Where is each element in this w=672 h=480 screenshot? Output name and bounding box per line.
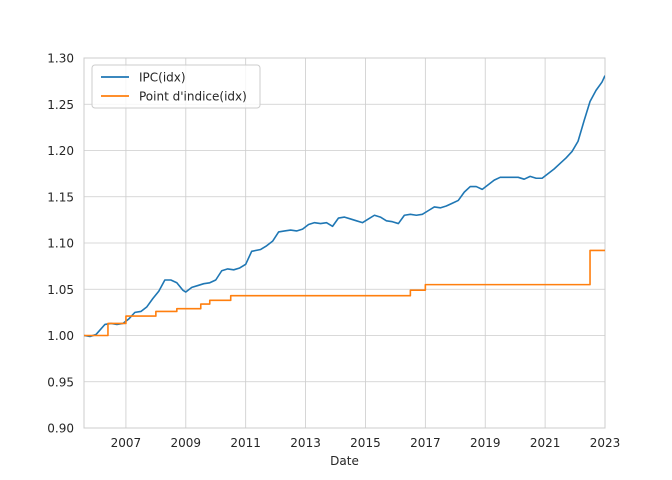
x-tick-label: 2021 [530,436,561,450]
grid-lines [83,57,606,429]
y-tick-label: 1.30 [47,52,74,66]
y-tick-label: 1.10 [47,237,74,251]
x-axis-ticks: 2007 2009 2011 2013 2015 2017 2019 2021 2023 [111,436,621,450]
legend-label: Point d'indice(idx) [139,90,247,104]
y-tick-label: 0.90 [47,422,74,436]
plot-frame [83,57,606,429]
x-tick-label: 2013 [290,436,321,450]
series-line-ipc [84,75,605,338]
x-tick-label: 2009 [171,436,202,450]
y-tick-label: 1.15 [47,190,74,204]
x-tick-label: 2007 [111,436,142,450]
y-tick-label: 0.95 [47,375,74,389]
x-tick-label: 2015 [350,436,381,450]
legend: IPC(idx) Point d'indice(idx) [91,64,261,109]
x-tick-label: 2011 [230,436,261,450]
y-tick-label: 1.00 [47,329,74,343]
legend-box [91,64,261,109]
y-tick-label: 1.05 [47,283,74,297]
y-tick-label: 1.20 [47,144,74,158]
series-line-point-indice [84,249,605,337]
y-axis-ticks: 0.90 0.95 1.00 1.05 1.10 1.15 1.20 1.25 1.30 [47,52,74,436]
plot-area [83,57,606,429]
x-axis-title: Date [330,454,359,468]
legend-label: IPC(idx) [139,71,186,85]
x-tick-label: 2023 [590,436,621,450]
x-tick-label: 2019 [470,436,501,450]
series-layer [84,75,605,338]
x-tick-label: 2017 [410,436,441,450]
y-tick-label: 1.25 [47,98,74,112]
